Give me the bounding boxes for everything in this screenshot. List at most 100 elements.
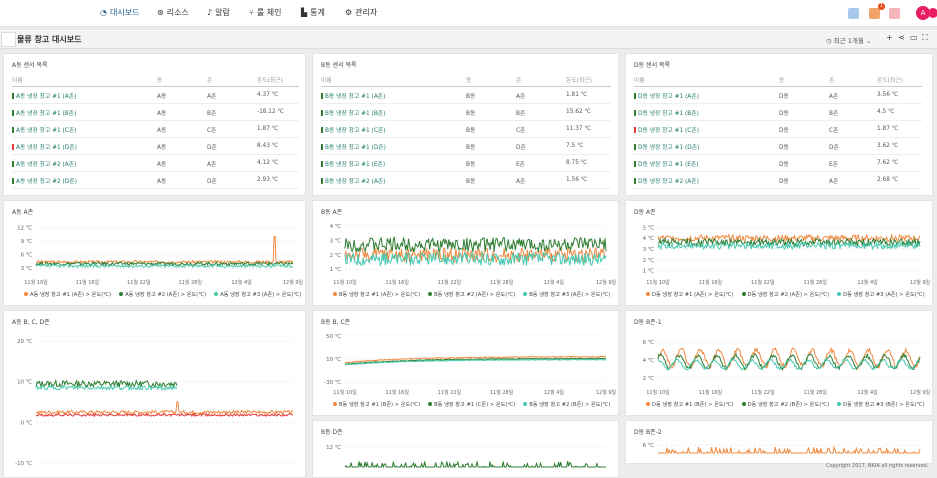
x-tick-label: 12월 9일 [596, 279, 617, 286]
sensor-name-link[interactable]: A동 냉장 창고 #2 (D존) [12, 171, 157, 189]
table-row[interactable]: B동 냉장 창고 #1 (A존) B동 A존 1.81 ℃ [321, 86, 611, 104]
status-marker [634, 177, 636, 184]
table-row[interactable]: B동 냉장 창고 #1 (C존) B동 C존 11.37 ℃ [321, 120, 611, 138]
table-row[interactable]: A동 냉장 창고 #2 (D존) A동 D존 2.93 ℃ [12, 171, 299, 189]
sensor-name-link[interactable]: D동 냉장 창고 #1 (D존) [634, 137, 779, 155]
legend-item[interactable]: D동 냉장 창고 #1 (B존) > 온도(℃) [646, 402, 734, 408]
nav-rule-chain[interactable]: ⑂ 룰 체인 [249, 8, 282, 17]
legend-item[interactable]: D동 냉장 창고 #3 (B존) > 온도(℃) [837, 402, 925, 408]
table-row[interactable]: A동 냉장 창고 #1 (B존) A동 B존 -18.12 ℃ [12, 103, 299, 121]
series-line [35, 412, 294, 418]
legend-item[interactable]: D동 냉장 창고 #2 (A존) > 온도(℃) [741, 292, 829, 298]
share-icon[interactable]: ⋖ [898, 33, 905, 42]
toolbar-box-pink[interactable] [889, 8, 900, 19]
column-header[interactable]: 존 [516, 72, 566, 87]
y-tick-label: 4 ℃ [643, 357, 654, 364]
legend-item[interactable]: B동 냉장 창고 #3 (A존) > 온도(℃) [523, 292, 610, 298]
time-range-select[interactable]: ◷ 최근 1개월 ⌄ [826, 37, 872, 45]
legend-marker [24, 292, 28, 296]
zone-cell: A존 [207, 86, 257, 104]
legend-marker [837, 292, 842, 296]
legend-item[interactable]: B동 냉장 창고 #1 (A존) > 온도(℃) [333, 292, 420, 298]
sensor-name-link[interactable]: B동 냉장 창고 #1 (E존) [321, 154, 466, 172]
add-icon[interactable]: + [886, 33, 893, 42]
legend-item[interactable]: B동 냉장 창고 #1 (C존) > 온도(℃) [428, 402, 515, 408]
nav-alarm[interactable]: ♪ 알람 [207, 8, 230, 17]
table-row[interactable]: A동 냉장 창고 #2 (A존) A동 A존 4.12 ℃ [12, 154, 299, 172]
legend-label: B동 냉장 창고 #3 (A존) > 온도(℃) [529, 292, 611, 298]
sensor-name-link[interactable]: A동 냉장 창고 #1 (B존) [12, 103, 157, 121]
table-row[interactable]: D동 냉장 창고 #1 (E존) D동 E존 7.62 ℃ [634, 154, 922, 172]
legend-item[interactable]: D동 냉장 창고 #2 (B존) > 온도(℃) [741, 402, 829, 408]
x-tick-label: 11월 22일 [751, 389, 775, 396]
sensor-name-link[interactable]: A동 냉장 창고 #1 (D존) [12, 137, 157, 155]
x-tick-label: 11월 10일 [333, 389, 357, 396]
table-row[interactable]: D동 냉장 창고 #1 (A존) D동 A존 3.56 ℃ [634, 86, 922, 104]
series-line [344, 251, 607, 268]
sensor-name-link[interactable]: D동 냉장 창고 #1 (B존) [634, 103, 779, 121]
sensor-name-link[interactable]: B동 냉장 창고 #1 (D존) [321, 137, 466, 155]
series-line [35, 261, 294, 267]
temperature-cell: 2.68 ℃ [877, 171, 922, 189]
table-row[interactable]: D동 냉장 창고 #2 (A존) D동 A존 2.68 ℃ [634, 171, 922, 189]
column-header[interactable]: 온도(최근) [877, 72, 922, 87]
sensor-name-link[interactable]: B동 냉장 창고 #1 (A존) [321, 86, 466, 104]
sensor-name-link[interactable]: D동 냉장 창고 #1 (E존) [634, 154, 779, 172]
table-row[interactable]: D동 냉장 창고 #1 (B존) D동 B존 4.5 ℃ [634, 103, 922, 121]
toolbar-box-blue[interactable] [848, 8, 859, 19]
sensor-name-link[interactable]: B동 냉장 창고 #1 (C존) [321, 120, 466, 138]
sensor-name-link[interactable]: B동 냉장 창고 #1 (B존) [321, 103, 466, 121]
table-row[interactable]: A동 냉장 창고 #1 (C존) A동 C존 1.87 ℃ [12, 120, 299, 138]
column-header[interactable]: 이름 [12, 72, 157, 87]
avatar-secondary[interactable] [928, 8, 937, 18]
table-row[interactable]: B동 냉장 창고 #1 (E존) B동 E존 8.75 ℃ [321, 154, 611, 172]
column-header[interactable]: 동 [157, 72, 207, 87]
table-row[interactable]: A동 냉장 창고 #1 (A존) A동 A존 4.37 ℃ [12, 86, 299, 104]
legend-item[interactable]: A동 냉장 창고 #2 (A존) > 온도(℃) [119, 292, 206, 298]
legend-item[interactable]: D동 냉장 창고 #3 (A존) > 온도(℃) [837, 292, 925, 298]
legend-item[interactable]: A동 냉장 창고 #1 (A존) > 온도(℃) [24, 292, 111, 298]
legend-item[interactable]: B동 냉장 창고 #2 (A존) > 온도(℃) [428, 292, 515, 298]
legend-item[interactable]: B동 냉장 창고 #2 (B존) > 온도(℃) [523, 402, 610, 408]
column-header[interactable]: 이름 [634, 72, 779, 87]
x-tick-label: 12월 4일 [231, 279, 252, 286]
nav-admin[interactable]: ⚙ 관리자 [345, 8, 378, 17]
sensor-name-link[interactable]: D동 냉장 창고 #1 (A존) [634, 86, 779, 104]
sensor-name-link[interactable]: A동 냉장 창고 #1 (A존) [12, 86, 157, 104]
column-header[interactable]: 온도(최근) [566, 72, 611, 87]
stats-icon: ▙ [301, 8, 308, 17]
series-line [344, 355, 607, 364]
zone-cell: A존 [516, 171, 566, 189]
column-header[interactable]: 동 [779, 72, 829, 87]
table-row[interactable]: B동 냉장 창고 #1 (D존) B동 D존 7.5 ℃ [321, 137, 611, 155]
table-row[interactable]: D동 냉장 창고 #1 (C존) D동 C존 1.87 ℃ [634, 120, 922, 138]
nav-dashboard[interactable]: ◔ 대시보드 [100, 8, 140, 17]
toolbar-box-orange[interactable] [869, 8, 880, 19]
temperature-cell: 15.62 ℃ [566, 103, 611, 121]
chart-title: B동 A존 [321, 209, 343, 216]
nav-stats[interactable]: ▙ 통계 [301, 8, 325, 17]
table-row[interactable]: B동 냉장 창고 #1 (B존) B동 B존 15.62 ℃ [321, 103, 611, 121]
legend-item[interactable]: B동 냉장 창고 #1 (B존) > 온도(℃) [333, 402, 420, 408]
column-header[interactable]: 동 [466, 72, 516, 87]
sensor-name-link[interactable]: A동 냉장 창고 #1 (C존) [12, 120, 157, 138]
sensor-name-link[interactable]: B동 냉장 창고 #2 (A존) [321, 171, 466, 189]
column-header[interactable]: 존 [207, 72, 257, 87]
avatar[interactable]: A [916, 6, 930, 20]
legend-item[interactable]: D동 냉장 창고 #1 (A존) > 온도(℃) [646, 292, 734, 298]
sidebar-toggle[interactable] [1, 32, 16, 47]
fullscreen-icon[interactable]: ⛶ [922, 33, 928, 42]
building-cell: B동 [466, 171, 516, 189]
sensor-name-link[interactable]: D동 냉장 창고 #2 (A존) [634, 171, 779, 189]
nav-resources[interactable]: ⊛ 리소스 [157, 8, 189, 17]
table-row[interactable]: A동 냉장 창고 #1 (D존) A동 D존 8.43 ℃ [12, 137, 299, 155]
monitor-icon[interactable]: ▭ [910, 33, 918, 42]
table-row[interactable]: B동 냉장 창고 #2 (A존) B동 A존 1.56 ℃ [321, 171, 611, 189]
legend-item[interactable]: A동 냉장 창고 #3 (A존) > 온도(℃) [214, 292, 301, 298]
table-row[interactable]: D동 냉장 창고 #1 (D존) D동 D존 3.62 ℃ [634, 137, 922, 155]
column-header[interactable]: 존 [829, 72, 877, 87]
column-header[interactable]: 온도(최근) [257, 72, 299, 87]
column-header[interactable]: 이름 [321, 72, 466, 87]
sensor-name-link[interactable]: A동 냉장 창고 #2 (A존) [12, 154, 157, 172]
sensor-name-link[interactable]: D동 냉장 창고 #1 (C존) [634, 120, 779, 138]
